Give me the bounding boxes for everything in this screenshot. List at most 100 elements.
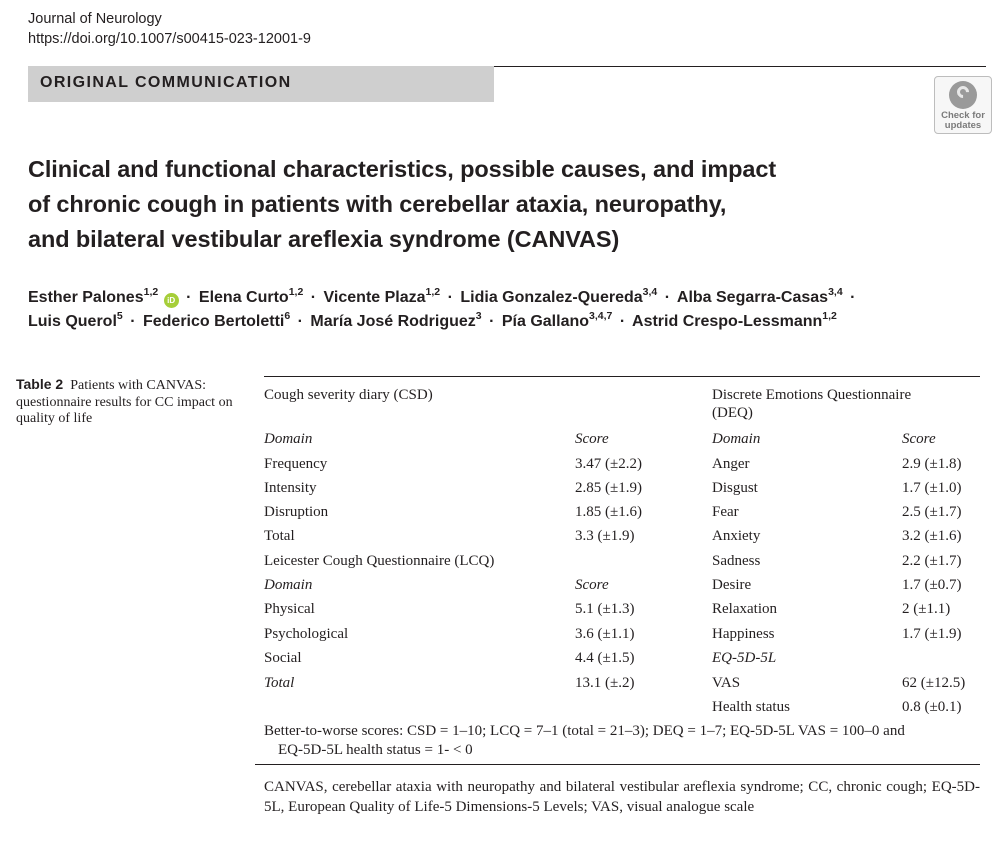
author-separator: · xyxy=(186,289,192,306)
table-cell-domain: Intensity xyxy=(264,480,317,496)
check-updates-line1: Check for xyxy=(941,110,985,121)
table-cell-domain: Anxiety xyxy=(712,528,761,544)
author-affiliation: 1,2 xyxy=(143,286,159,298)
title-line: of chronic cough in patients with cerebe… xyxy=(28,191,727,217)
table-cell-domain: VAS xyxy=(712,675,741,691)
author-affiliation: 1,2 xyxy=(288,286,304,298)
table-cell-score: 0.8 (±0.1) xyxy=(902,699,962,715)
table-cell-domain: Disgust xyxy=(712,480,758,496)
doi-link[interactable]: https://doi.org/10.1007/s00415-023-12001… xyxy=(28,31,311,47)
author-separator: · xyxy=(310,289,317,306)
table-cell-score: 3.3 (±1.9) xyxy=(575,528,635,544)
table-cell-score: 5.1 (±1.3) xyxy=(575,601,635,617)
orcid-icon[interactable]: iD xyxy=(163,293,179,308)
table-cell-score: 1.7 (±1.9) xyxy=(902,626,962,642)
footnote-line: Better-to-worse scores: CSD = 1–10; LCQ … xyxy=(264,723,905,739)
score-header: Score xyxy=(902,431,936,447)
table-cell-score: 4.4 (±1.5) xyxy=(575,650,635,666)
author-line-2: Luis Querol5 · Federico Bertoletti6 · Ma… xyxy=(28,310,978,334)
author-affiliation: 3,4 xyxy=(828,286,843,298)
author-name[interactable]: Esther Palones xyxy=(28,289,144,306)
footnote-line: EQ-5D-5L health status = 1- < 0 xyxy=(278,742,473,758)
table-cell-score: 3.47 (±2.2) xyxy=(575,456,642,472)
author-affiliation: 1,2 xyxy=(822,310,837,322)
table-cell-domain: Frequency xyxy=(264,456,328,472)
table-abbreviations: CANVAS, cerebellar ataxia with neuropath… xyxy=(264,779,980,815)
domain-header: Domain xyxy=(712,431,761,447)
author-name[interactable]: Elena Curto xyxy=(198,289,289,306)
table-cell-score: 2.85 (±1.9) xyxy=(575,480,642,496)
journal-header: Journal of Neurology https://doi.org/10.… xyxy=(28,9,311,49)
check-updates-line2: updates xyxy=(944,120,982,131)
author-affiliation: 3,4 xyxy=(642,286,658,298)
author-affiliation: 3 xyxy=(475,310,482,322)
table-cell-score: 2.5 (±1.7) xyxy=(902,504,962,520)
domain-header: Domain xyxy=(264,431,313,447)
score-header: Score xyxy=(575,431,609,447)
table-cell-domain: Happiness xyxy=(712,626,775,642)
table-cell-domain: Relaxation xyxy=(712,601,777,617)
table-cell-score: 2.9 (±1.8) xyxy=(902,456,962,472)
author-affiliation: 1,2 xyxy=(425,286,441,298)
table-cell-domain: Desire xyxy=(712,577,752,593)
author-separator: · xyxy=(297,313,303,330)
author-name[interactable]: Federico Bertoletti xyxy=(142,313,285,330)
author-separator: · xyxy=(447,289,453,306)
table-caption: Table 2 Patients with CANVAS: questionna… xyxy=(16,376,241,428)
table-cell-score: 2.2 (±1.7) xyxy=(902,553,962,569)
table-cell-domain: Health status xyxy=(712,699,790,715)
table-cell-domain: Social xyxy=(264,650,302,666)
author-name[interactable]: Vicente Plaza xyxy=(323,289,426,306)
author-separator: · xyxy=(130,313,136,330)
table-cell-domain: Total xyxy=(264,528,295,544)
author-affiliation: 5 xyxy=(116,310,123,322)
table-footnote: Better-to-worse scores: CSD = 1–10; LCQ … xyxy=(264,722,976,760)
journal-name: Journal of Neurology xyxy=(28,11,162,27)
table-cell-score: 1.85 (±1.6) xyxy=(575,504,642,520)
table-cell-score: 1.7 (±1.0) xyxy=(902,480,962,496)
table-cell-score: 1.7 (±0.7) xyxy=(902,577,962,593)
section-banner: ORIGINAL COMMUNICATION xyxy=(28,66,494,102)
author-name[interactable]: Lidia Gonzalez-Quereda xyxy=(460,289,643,306)
table-cell-domain: Physical xyxy=(264,601,315,617)
table-cell-score: 13.1 (±.2) xyxy=(575,675,635,691)
author-name[interactable]: Luis Querol xyxy=(28,313,117,330)
table-cell-domain: Disruption xyxy=(264,504,329,520)
table-cell-domain: Sadness xyxy=(712,553,761,569)
table-label: Table 2 xyxy=(16,376,64,392)
author-name[interactable]: Alba Segarra-Casas xyxy=(676,289,829,306)
article-title: Clinical and functional characteristics,… xyxy=(28,152,908,257)
author-name[interactable]: María José Rodriguez xyxy=(310,313,476,330)
score-header: Score xyxy=(575,577,609,593)
domain-header: Domain xyxy=(264,577,313,593)
table-cell-domain: Anger xyxy=(712,456,750,472)
lcq-title: Leicester Cough Questionnaire (LCQ) xyxy=(264,553,495,569)
table-cell-domain: Psychological xyxy=(264,626,349,642)
table-cell-score: 2 (±1.1) xyxy=(902,601,951,617)
title-line: and bilateral vestibular areflexia syndr… xyxy=(28,226,620,252)
table-top-rule xyxy=(264,376,980,377)
author-name[interactable]: Astrid Crespo-Lessmann xyxy=(632,313,823,330)
author-affiliation: 6 xyxy=(284,310,291,322)
author-name[interactable]: Pía Gallano xyxy=(501,313,590,330)
title-line: Clinical and functional characteristics,… xyxy=(28,156,777,182)
table-caption-text: Patients with CANVAS: questionnaire resu… xyxy=(16,378,233,426)
csd-title: Cough severity diary (CSD) xyxy=(264,387,433,403)
check-updates-icon xyxy=(949,81,977,109)
table-cell-domain: Fear xyxy=(712,504,739,520)
table-cell-score: 3.6 (±1.1) xyxy=(575,626,635,642)
table-cell-domain: Total xyxy=(264,675,295,691)
check-for-updates-badge[interactable]: Check for updates xyxy=(934,76,992,134)
author-separator: · xyxy=(489,313,495,330)
table-bottom-rule xyxy=(255,764,980,765)
deq-title: Discrete Emotions Questionnaire xyxy=(712,387,912,403)
author-separator: · xyxy=(664,289,671,306)
eq-title: EQ-5D-5L xyxy=(712,650,777,666)
table-cell-score: 3.2 (±1.6) xyxy=(902,528,962,544)
table-cell-score: 62 (±12.5) xyxy=(902,675,966,691)
author-line-1: Esther Palones1,2 iD · Elena Curto1,2 · … xyxy=(28,286,978,310)
author-affiliation: 3,4,7 xyxy=(589,310,613,322)
deq-title-cont: (DEQ) xyxy=(712,405,753,421)
author-separator: · xyxy=(619,313,626,330)
author-list: Esther Palones1,2 iD · Elena Curto1,2 · … xyxy=(28,286,978,334)
